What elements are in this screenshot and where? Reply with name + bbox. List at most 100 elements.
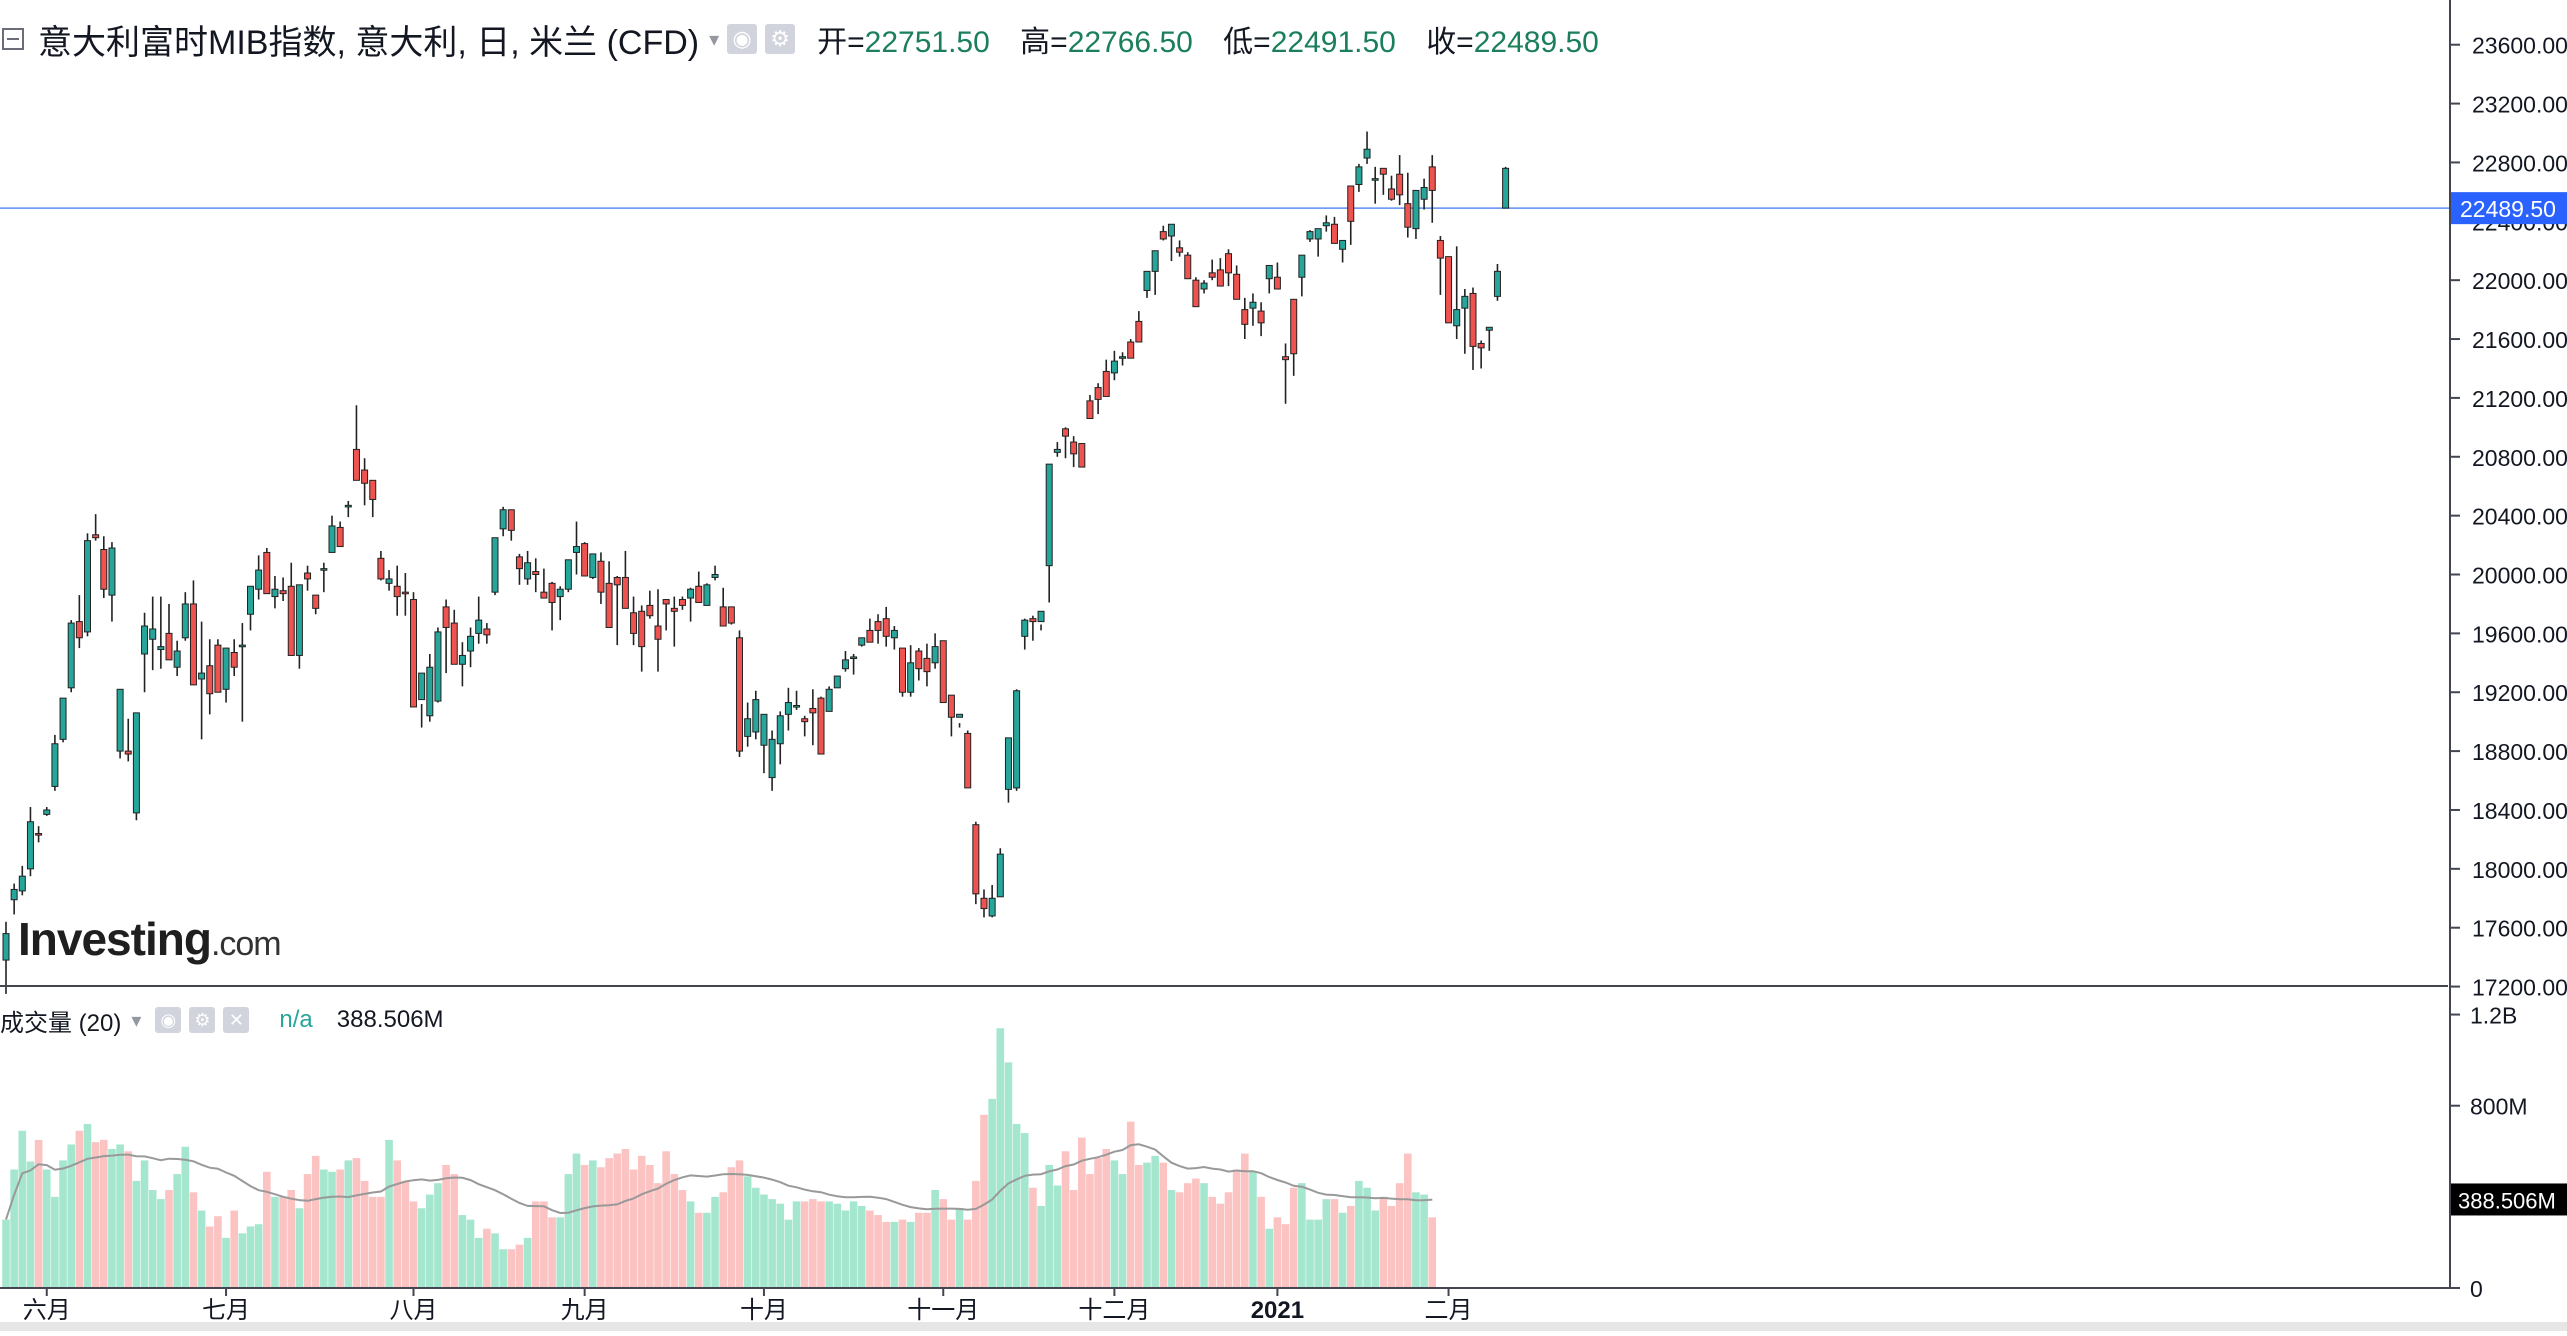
volume-bar — [1265, 1228, 1274, 1288]
candle-body — [26, 821, 34, 870]
volume-bar — [1192, 1178, 1200, 1288]
volume-bar — [686, 1201, 695, 1288]
candle-body — [124, 750, 132, 755]
candle-body — [312, 594, 320, 609]
volume-bar — [165, 1190, 173, 1288]
high-value: 22766.50 — [1067, 26, 1193, 59]
candle-body — [287, 585, 295, 656]
eye-icon[interactable]: ◉ — [155, 1007, 182, 1033]
candle-body — [475, 619, 483, 634]
volume-bar — [466, 1219, 475, 1288]
candle-body — [385, 578, 393, 584]
candle-body — [687, 588, 695, 599]
volume-bar — [26, 1161, 35, 1288]
volume-bar — [947, 1219, 956, 1288]
volume-bar — [1273, 1217, 1282, 1288]
volume-bar — [906, 1221, 915, 1288]
volume-title[interactable]: 成交量 (20) — [0, 1009, 122, 1037]
candle-body — [1363, 148, 1371, 159]
volume-bar — [572, 1153, 581, 1288]
volume-bar — [597, 1167, 605, 1288]
candle-body — [1469, 292, 1477, 347]
volume-bar — [311, 1155, 320, 1288]
candle-body — [1119, 356, 1127, 359]
candle-body — [189, 603, 197, 686]
volume-bar — [825, 1201, 833, 1288]
collapse-icon[interactable] — [2, 28, 24, 50]
volume-bar — [1159, 1162, 1168, 1288]
candle-body — [833, 675, 841, 689]
logo-domain: .com — [210, 925, 282, 963]
dropdown-caret-icon[interactable]: ▾ — [131, 1009, 142, 1032]
volume-bar — [230, 1210, 238, 1288]
volume-bar — [1355, 1180, 1363, 1288]
gear-icon[interactable]: ⚙ — [189, 1007, 216, 1033]
volume-bar — [320, 1169, 328, 1288]
candle-body — [1159, 231, 1167, 240]
volume-bar — [83, 1123, 92, 1288]
eye-icon[interactable]: ◉ — [727, 24, 758, 54]
candle-body — [434, 631, 442, 702]
time-tick-label: 九月 — [561, 1297, 609, 1324]
volume-bar — [955, 1208, 964, 1288]
price-tick-label: 21200.00 — [2472, 386, 2567, 412]
gear-icon[interactable]: ⚙ — [765, 24, 796, 54]
volume-bar — [1314, 1219, 1322, 1288]
volume-bar — [18, 1130, 27, 1288]
open-value: 22751.50 — [864, 26, 990, 59]
candle-body — [858, 637, 866, 646]
volume-bar — [417, 1208, 426, 1288]
volume-bar — [963, 1219, 972, 1288]
candle-body — [1013, 690, 1021, 789]
price-pane-legend: 意大利富时MIB指数, 意大利, 日, 米兰 (CFD) ▾ ◉ ⚙ 开=227… — [0, 14, 1621, 64]
close-label: 收= — [1426, 26, 1474, 59]
volume-bar — [629, 1169, 638, 1288]
candle-body — [43, 809, 51, 815]
close-icon[interactable]: ✕ — [223, 1007, 250, 1033]
candle-body — [646, 604, 654, 617]
volume-bar — [662, 1151, 670, 1288]
price-tick-label: 20400.00 — [2472, 504, 2567, 530]
volume-bar — [51, 1196, 59, 1288]
volume-bar — [678, 1190, 687, 1288]
volume-bar — [1330, 1199, 1339, 1288]
volume-bar — [197, 1210, 206, 1288]
candle-body — [1445, 256, 1453, 324]
volume-bar — [499, 1249, 507, 1288]
volume-bar — [589, 1160, 597, 1288]
price-tick-label: 18400.00 — [2472, 798, 2567, 824]
symbol-title[interactable]: 意大利富时MIB指数, 意大利, 日, 米兰 (CFD) — [38, 23, 700, 62]
volume-bar — [148, 1190, 157, 1288]
volume-bar — [1241, 1153, 1249, 1288]
candle-body — [1029, 618, 1037, 623]
volume-bar — [1208, 1196, 1216, 1288]
candle-body — [320, 568, 328, 571]
price-tick-label: 18800.00 — [2472, 739, 2567, 765]
volume-bar — [287, 1190, 296, 1288]
volume-bar — [91, 1142, 100, 1288]
candle-body — [1110, 360, 1118, 374]
price-tick-label: 17600.00 — [2472, 916, 2567, 942]
candle-body — [1143, 270, 1151, 291]
candle-body — [956, 713, 964, 718]
time-tick-label: 十一月 — [907, 1297, 979, 1324]
volume-tick-label: 800M — [2470, 1094, 2528, 1120]
candle-body — [1273, 276, 1281, 290]
dropdown-caret-icon[interactable]: ▾ — [709, 28, 720, 51]
volume-bar — [548, 1217, 556, 1288]
candle-body — [899, 647, 906, 693]
candle-body — [1241, 309, 1249, 325]
candle-body — [263, 551, 271, 595]
price-tick-label: 20800.00 — [2472, 445, 2567, 471]
price-tick-label: 19200.00 — [2472, 680, 2567, 706]
candle-body — [418, 672, 426, 701]
volume-bar — [1387, 1205, 1396, 1288]
volume-bar — [882, 1221, 890, 1288]
volume-bar — [1045, 1164, 1053, 1288]
volume-bar — [1029, 1187, 1037, 1288]
price-tick-label: 20000.00 — [2472, 563, 2567, 589]
candle-body — [1070, 441, 1078, 455]
volume-bar — [34, 1139, 43, 1288]
